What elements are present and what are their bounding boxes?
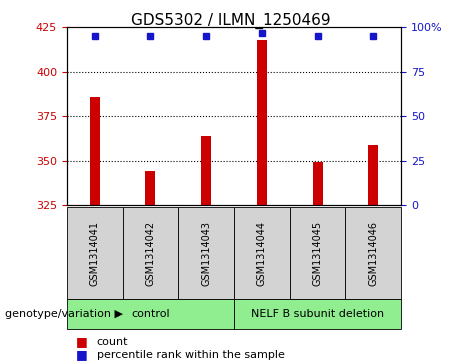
Text: GSM1314042: GSM1314042 <box>145 221 155 286</box>
Bar <box>67 299 234 329</box>
Text: ■: ■ <box>76 335 88 348</box>
Bar <box>201 136 211 205</box>
Text: control: control <box>131 309 170 319</box>
Bar <box>290 207 345 299</box>
Bar <box>90 97 100 205</box>
Text: NELF B subunit deletion: NELF B subunit deletion <box>251 309 384 319</box>
Bar <box>234 299 401 329</box>
Bar <box>313 162 323 205</box>
Text: percentile rank within the sample: percentile rank within the sample <box>97 350 285 360</box>
Bar <box>345 207 401 299</box>
Text: count: count <box>97 337 128 347</box>
Bar <box>178 207 234 299</box>
Text: genotype/variation ▶: genotype/variation ▶ <box>5 309 123 319</box>
Text: GSM1314046: GSM1314046 <box>368 221 378 286</box>
Bar <box>67 207 123 299</box>
Bar <box>234 207 290 299</box>
Bar <box>145 171 155 205</box>
Text: GSM1314044: GSM1314044 <box>257 221 267 286</box>
Bar <box>368 144 378 205</box>
Text: GSM1314043: GSM1314043 <box>201 221 211 286</box>
Text: GSM1314045: GSM1314045 <box>313 221 323 286</box>
Bar <box>123 207 178 299</box>
Text: GDS5302 / ILMN_1250469: GDS5302 / ILMN_1250469 <box>130 13 331 29</box>
Text: ■: ■ <box>76 348 88 362</box>
Text: GSM1314041: GSM1314041 <box>90 221 100 286</box>
Bar <box>257 40 267 205</box>
